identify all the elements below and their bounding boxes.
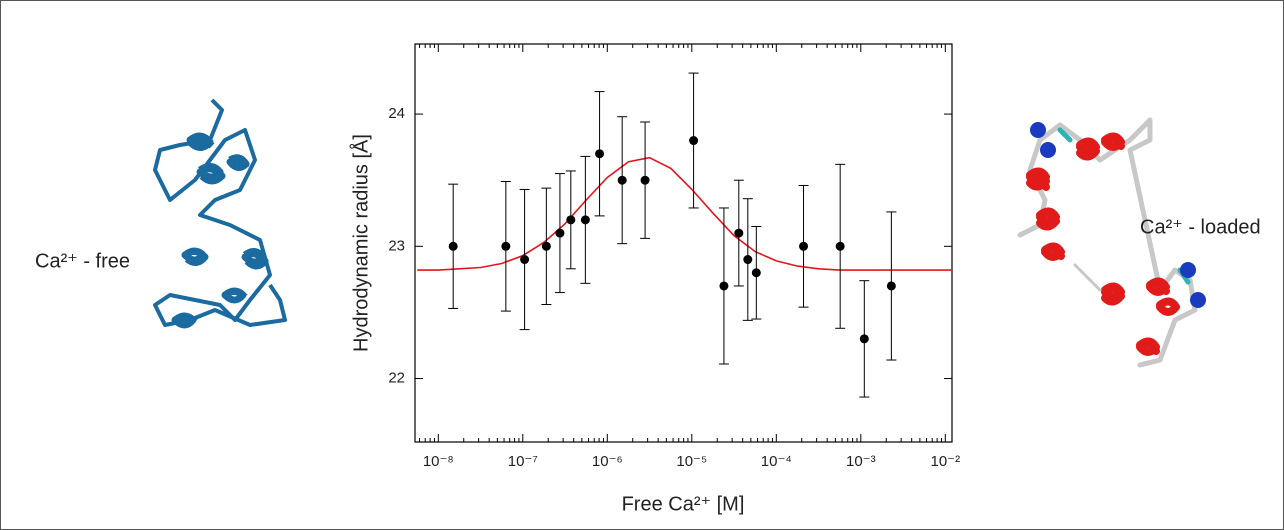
protein-loaded [1017,117,1198,368]
y-tick-label: 23 [388,237,405,254]
data-point [886,281,896,291]
fit-line [417,156,952,271]
calcium-ions [1030,122,1206,308]
x-tick-label: 10⁻⁶ [592,453,623,470]
data-point [859,334,869,344]
data-point [580,215,590,225]
data-point [799,241,809,251]
data-point [595,149,605,159]
data-point [751,268,761,278]
data-point [448,241,458,251]
data-point [743,255,753,265]
data-point [640,175,650,185]
data-point [734,228,744,238]
x-tick-label: 10⁻⁵ [676,453,707,470]
x-tick-label: 10⁻⁷ [508,453,538,470]
data-point [541,241,551,251]
y-tick-label: 22 [388,370,405,387]
annotation: Ca²⁺ - free [35,250,130,272]
data-point [689,136,699,146]
protein-free [153,98,287,329]
data-point [501,241,511,251]
x-tick-label: 10⁻² [931,453,961,470]
data-point [719,281,729,291]
x-axis-label: Free Ca²⁺ [M] [622,493,745,515]
x-tick-label: 10⁻⁴ [761,453,792,470]
data-point [566,215,576,225]
y-tick-label: 24 [388,105,405,122]
data-point [555,228,565,238]
x-tick-label: 10⁻³ [846,453,876,470]
annotation: Ca²⁺ - loaded [1140,216,1261,238]
y-axis-label: Hydrodynamic radius [Å] [349,134,372,352]
data-point [520,255,530,265]
data-point [617,175,627,185]
data-point [835,241,845,251]
x-tick-label: 10⁻⁸ [423,453,454,470]
